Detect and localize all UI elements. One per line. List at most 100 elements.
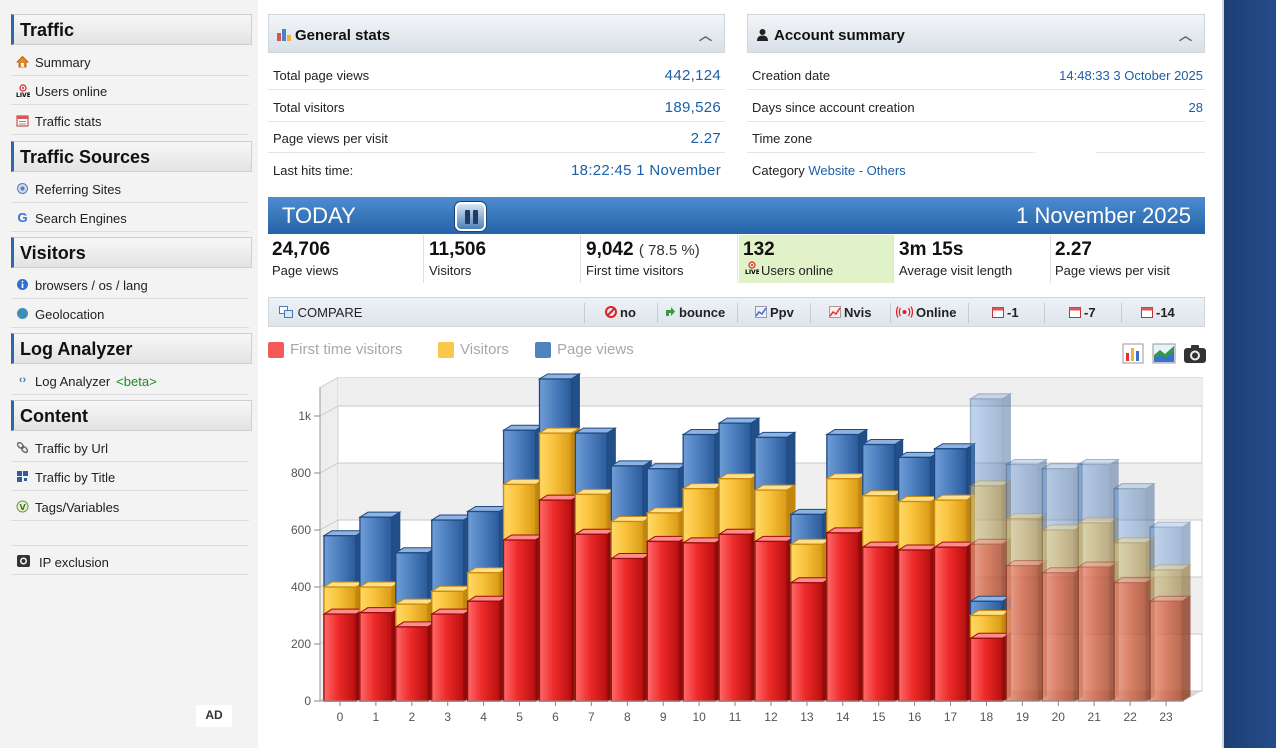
legend-first-time-visitors[interactable]: First time visitors xyxy=(268,341,403,358)
sidebar-item-referring-sites[interactable]: Referring Sites xyxy=(11,174,249,203)
bar-first-time-visitors xyxy=(465,595,510,702)
bar-today-first-time-visitors xyxy=(968,632,1013,702)
sidebar-item-traffic-by-url[interactable]: Traffic by Url xyxy=(11,433,249,462)
row-label: Category xyxy=(752,163,805,178)
pause-button[interactable] xyxy=(455,202,486,231)
compare-nvis-button[interactable]: Nvis xyxy=(829,305,871,320)
y-tick-label: 800 xyxy=(291,466,311,480)
sidebar-item-tags-variables[interactable]: V Tags/Variables xyxy=(11,492,249,521)
row-label: Total page views xyxy=(273,68,370,83)
x-tick-label: 7 xyxy=(588,710,595,724)
bar-group-hour-15 xyxy=(861,438,905,702)
compare-no-button[interactable]: no xyxy=(605,305,636,320)
today-bar: TODAY 1 November 2025 xyxy=(268,197,1205,234)
bar-front xyxy=(862,546,896,702)
bar-first-time-visitors xyxy=(501,534,546,702)
x-tick-label: 10 xyxy=(692,710,706,724)
today-stat-users-online[interactable]: 132 LIVE Users online xyxy=(739,235,894,283)
sidebar-item-log-analyzer[interactable]: ‹› Log Analyzer <beta> xyxy=(11,366,249,395)
legend-swatch xyxy=(438,342,454,358)
bar-front xyxy=(467,600,501,702)
redaction-mark xyxy=(928,131,1205,173)
compare-bar: COMPARE no bounce Ppv Nvis Online -1 -7 … xyxy=(268,297,1205,327)
sidebar-section-log-analyzer: Log Analyzer xyxy=(11,333,252,364)
account-summary-header: Account summary ︿ xyxy=(747,14,1205,53)
stat-row-page-views-per-visit: Page views per visit 2.27 xyxy=(268,122,725,153)
category-link[interactable]: Website - Others xyxy=(808,163,906,178)
x-tick-label: 23 xyxy=(1159,710,1173,724)
sidebar-item-summary[interactable]: Summary xyxy=(11,47,249,76)
compare-bounce-button[interactable]: bounce xyxy=(664,305,725,320)
sidebar-item-browsers[interactable]: browsers / os / lang xyxy=(11,270,249,299)
gridline-diag xyxy=(319,519,339,531)
compare-minus-14-button[interactable]: -14 xyxy=(1141,305,1175,320)
compare-label: COMPARE xyxy=(297,305,363,320)
bar-group-hour-4 xyxy=(465,505,510,702)
bar-group-hour-20 xyxy=(1040,462,1084,702)
sidebar-item-traffic-by-title[interactable]: Traffic by Title xyxy=(11,462,249,491)
row-value: 28 xyxy=(1188,100,1203,115)
sidebar-item-label: browsers / os / lang xyxy=(35,278,148,293)
account-row-creation-date: Creation date 14:48:33 3 October 2025 xyxy=(747,59,1205,90)
bar-group-hour-12 xyxy=(753,431,797,702)
row-label: Last hits time: xyxy=(273,163,354,178)
bar-first-time-visitors xyxy=(322,608,366,702)
legend-label: Page views xyxy=(557,341,634,358)
x-tick-label: 8 xyxy=(624,710,631,724)
collapse-icon[interactable]: ︿ xyxy=(1178,28,1192,43)
today-label: TODAY xyxy=(282,203,356,228)
sidebar-item-label: Log Analyzer xyxy=(35,374,111,389)
sidebar-item-search-engines[interactable]: G Search Engines xyxy=(11,203,249,232)
bar-chart-icon xyxy=(277,28,291,41)
bar-group-hour-9 xyxy=(645,462,689,702)
today-stat-first-time-visitors: 9,042 ( 78.5 %) First time visitors xyxy=(582,235,738,283)
ad-badge: AD xyxy=(196,705,232,727)
compare-ppv-button[interactable]: Ppv xyxy=(755,305,794,320)
bar-front xyxy=(1113,582,1147,702)
sidebar-item-geolocation[interactable]: Geolocation xyxy=(11,299,249,328)
sidebar-item-label: Traffic by Title xyxy=(35,470,116,485)
bar-front xyxy=(718,533,752,702)
bar-chart-view-icon[interactable] xyxy=(1122,343,1144,364)
stat-value: 132 xyxy=(743,239,775,260)
compare-icon xyxy=(279,306,293,318)
compare-toggle[interactable]: COMPARE xyxy=(279,305,362,320)
x-tick-label: 13 xyxy=(800,710,814,724)
sidebar-item-label: Summary xyxy=(35,55,91,70)
bar-front xyxy=(898,549,932,702)
sidebar-item-traffic-stats[interactable]: Traffic stats xyxy=(11,106,249,135)
y-tick-label: 200 xyxy=(291,637,311,651)
collapse-icon[interactable]: ︿ xyxy=(698,28,712,43)
bar-group-hour-2 xyxy=(394,546,438,702)
compare-online-button[interactable]: Online xyxy=(895,305,956,320)
bar-first-time-visitors xyxy=(681,536,725,702)
calendar-icon xyxy=(1069,306,1081,318)
legend-visitors[interactable]: Visitors xyxy=(438,341,509,358)
row-value: 14:48:33 3 October 2025 xyxy=(1059,68,1203,83)
legend-page-views[interactable]: Page views xyxy=(535,341,634,358)
sidebar-item-users-online[interactable]: LIVE Users online xyxy=(11,76,249,105)
house-icon xyxy=(16,55,29,68)
bar-first-time-visitors xyxy=(394,620,438,702)
camera-icon[interactable] xyxy=(1183,343,1206,364)
sidebar-item-ip-exclusion[interactable]: IP exclusion xyxy=(11,545,249,575)
sidebar-section-traffic-sources: Traffic Sources xyxy=(11,141,252,172)
nvis-chart-icon xyxy=(829,306,841,318)
svg-text:V: V xyxy=(20,503,27,512)
bar-first-time-visitors xyxy=(932,541,977,702)
bar-front xyxy=(359,611,393,702)
stat-percent: ( 78.5 %) xyxy=(638,242,700,259)
bar-group-hour-17 xyxy=(932,442,977,702)
bar-front xyxy=(1077,566,1111,702)
account-row-time-zone: Time zone xyxy=(747,122,1205,153)
bar-front xyxy=(682,542,716,702)
bar-first-time-visitors xyxy=(789,576,833,702)
x-tick-label: 12 xyxy=(764,710,778,724)
bar-first-time-visitors xyxy=(717,528,761,702)
bar-front xyxy=(826,532,860,702)
compare-minus-1-button[interactable]: -1 xyxy=(992,305,1019,320)
compare-minus-7-button[interactable]: -7 xyxy=(1069,305,1096,320)
bar-front xyxy=(323,613,357,702)
bar-group-hour-10 xyxy=(681,428,725,702)
area-chart-view-icon[interactable] xyxy=(1152,343,1176,364)
